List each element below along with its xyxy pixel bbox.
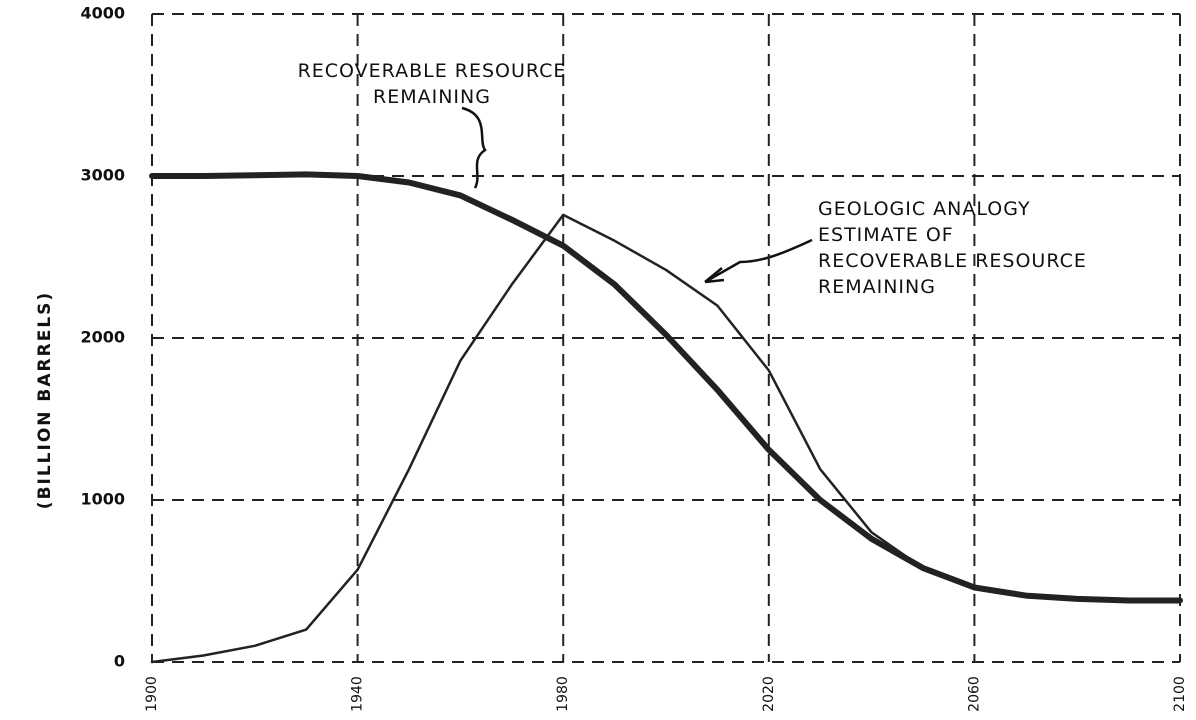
x-tick-label: 1940 [350, 676, 366, 712]
x-tick-label: 2020 [761, 676, 777, 712]
x-tick-label: 2060 [966, 676, 982, 712]
y-tick-label: 2000 [80, 328, 125, 347]
x-tick-label: 1980 [555, 676, 571, 712]
annotation: Geologic Analogy Estimate of Recoverable… [818, 198, 1087, 298]
arrow [704, 238, 813, 284]
y-tick-label: 0 [114, 652, 125, 671]
y-tick-label: 3000 [80, 166, 125, 185]
y-axis-label: (Billion Barrels) [35, 291, 55, 509]
y-tick-label: 4000 [80, 4, 125, 23]
x-tick-label: 2100 [1172, 676, 1188, 712]
y-tick-label: 1000 [80, 490, 125, 509]
line [150, 213, 1182, 664]
annotation: Recoverable Resource Remaining [297, 60, 567, 108]
x-tick-label: 1900 [144, 676, 160, 712]
